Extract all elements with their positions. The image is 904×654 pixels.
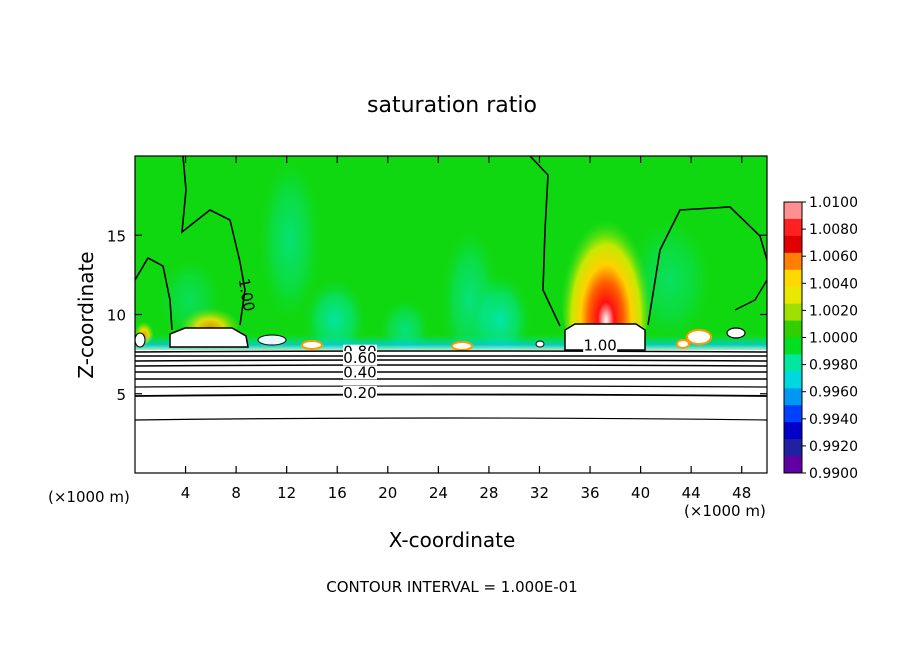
colorbar-label: 0.9940 — [809, 412, 858, 428]
contour-interval-note: CONTOUR INTERVAL = 1.000E-01 — [326, 578, 577, 596]
y-tick-label: 15 — [107, 227, 126, 245]
colorbar-swatch — [784, 439, 802, 457]
colorbar-label: 1.0020 — [809, 303, 858, 319]
colorbar-label: 0.9900 — [809, 466, 858, 482]
colorbar-label: 0.9980 — [809, 358, 858, 374]
colorbar-swatch — [784, 286, 802, 305]
x-tick-label: 16 — [328, 484, 347, 502]
colorbar-label: 1.0100 — [809, 195, 858, 211]
contour-label: 1.00 — [583, 336, 616, 354]
contour-label-bg — [342, 365, 377, 380]
colorbar-swatch — [784, 218, 802, 237]
colorbar-swatch — [784, 202, 802, 220]
contour-label-bg — [342, 351, 377, 366]
colorbar-label: 0.9920 — [809, 439, 858, 455]
y-axis-ticks: 5 10 15 — [107, 227, 767, 404]
x-tick-label: 40 — [631, 484, 650, 502]
x-tick-label: 12 — [277, 484, 296, 502]
x-axis-unit-right: (×1000 m) — [684, 502, 766, 520]
x-tick-label: 28 — [479, 484, 498, 502]
colorbar-label: 0.9960 — [809, 385, 858, 401]
x-axis-ticks: 4 8 12 16 20 24 28 32 36 40 44 48 — [181, 156, 751, 502]
chart-title: saturation ratio — [367, 93, 537, 118]
x-tick-label: 44 — [682, 484, 701, 502]
heatmap-field — [135, 156, 767, 473]
colorbar-swatch — [784, 320, 802, 338]
colorbar-swatch — [784, 269, 802, 288]
contour-labels: 1.001.000.800.600.400.20 — [235, 277, 618, 402]
contour-label-bg — [342, 385, 377, 400]
colorbar-label: 1.0040 — [809, 276, 858, 292]
x-tick-label: 4 — [181, 484, 191, 502]
colorbar: 1.0100 1.0080 1.0060 1.0040 1.0020 1.0000 0.99… — [783, 195, 858, 482]
x-tick-label: 48 — [732, 484, 751, 502]
colorbar-label: 1.0000 — [809, 331, 858, 347]
colorbar-label: 1.0060 — [809, 249, 858, 265]
x-tick-label: 20 — [378, 484, 397, 502]
contour-label: 0.40 — [343, 363, 376, 381]
contour-label: 0.20 — [343, 384, 376, 402]
colorbar-swatch — [784, 337, 802, 355]
contour-label: 0.60 — [343, 349, 376, 367]
x-axis-unit-left: (×1000 m) — [48, 488, 130, 506]
x-tick-label: 32 — [530, 484, 549, 502]
colorbar-swatch — [784, 422, 802, 440]
y-axis-label: Z-coordinate — [74, 251, 98, 378]
contour-label: 1.00 — [235, 277, 259, 313]
x-tick-label: 8 — [231, 484, 241, 502]
colorbar-swatch — [784, 235, 802, 254]
colorbar-swatch — [784, 456, 802, 474]
x-tick-label: 36 — [580, 484, 599, 502]
colorbar-swatch — [784, 303, 802, 322]
colorbar-swatch — [784, 388, 802, 406]
contour-label-bg — [583, 338, 618, 353]
x-tick-label: 24 — [429, 484, 448, 502]
y-tick-label: 5 — [116, 386, 126, 404]
y-tick-label: 10 — [107, 307, 126, 325]
x-axis-label: X-coordinate — [389, 528, 516, 552]
colorbar-swatch — [784, 371, 802, 389]
colorbar-label: 1.0080 — [809, 222, 858, 238]
colorbar-swatch — [784, 405, 802, 423]
colorbar-swatch — [784, 354, 802, 372]
colorbar-swatch — [784, 252, 802, 271]
